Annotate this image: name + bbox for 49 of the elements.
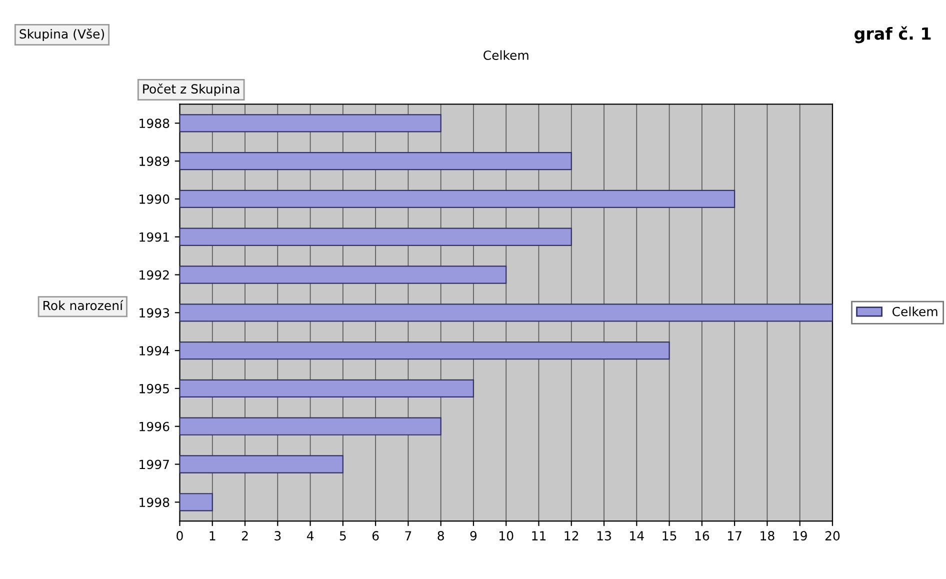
x-tick-label: 2 — [242, 531, 248, 540]
x-tick-label: 12 — [564, 531, 578, 540]
text: graf č. 1 — [854, 26, 931, 44]
x-tick-label: 19 — [793, 531, 807, 540]
bar — [180, 493, 213, 512]
x-tick-label: 6 — [372, 531, 379, 540]
y-tick-label: 1995 — [140, 384, 169, 394]
x-tick-label: 17 — [728, 531, 742, 540]
y-tick-label: 1991 — [140, 232, 169, 242]
x-tick-label: 5 — [340, 531, 346, 540]
x-tick-label: 0 — [176, 531, 183, 540]
x-tick-label: 14 — [630, 531, 644, 540]
legend-label: Celkem — [892, 306, 938, 316]
x-tick-label: 18 — [760, 531, 774, 540]
bar — [180, 152, 572, 170]
x-tick-label: 1 — [210, 531, 216, 540]
y-tick-label: 1993 — [140, 308, 170, 318]
y-tick-label: 1998 — [140, 498, 170, 508]
x-tick-label: 10 — [500, 531, 514, 540]
x-tick-label: 16 — [695, 531, 710, 540]
x-tick-label: 13 — [597, 531, 611, 540]
text: Počet z Skupina — [143, 83, 240, 96]
y-axis-title: Rok narození — [44, 300, 124, 310]
bar — [180, 417, 442, 436]
bar — [180, 304, 832, 322]
bar — [180, 341, 670, 360]
chart-title: Celkem — [484, 50, 528, 60]
bar — [180, 266, 507, 284]
x-tick-label: 8 — [438, 531, 444, 540]
x-tick-label: 7 — [405, 531, 412, 540]
bar — [180, 455, 344, 474]
bar — [180, 379, 474, 398]
x-tick-label: 20 — [825, 531, 840, 540]
x-tick-label: 9 — [470, 531, 477, 540]
x-tick-label: 3 — [274, 531, 281, 540]
text: Skupina (Vše) — [20, 28, 104, 42]
y-tick-label: 1992 — [140, 270, 169, 280]
y-tick-label: 1994 — [140, 346, 170, 356]
x-tick-label: 4 — [306, 531, 314, 540]
x-tick-label: 15 — [662, 531, 676, 540]
bar — [180, 114, 442, 132]
bar — [180, 228, 572, 246]
bar — [180, 190, 736, 208]
y-tick-label: 1990 — [140, 194, 170, 204]
y-tick-label: 1997 — [140, 460, 169, 470]
x-tick-label: 11 — [532, 531, 546, 540]
y-tick-label: 1996 — [140, 422, 170, 432]
y-tick-label: 1989 — [140, 156, 170, 166]
y-tick-label: 1988 — [140, 118, 170, 128]
